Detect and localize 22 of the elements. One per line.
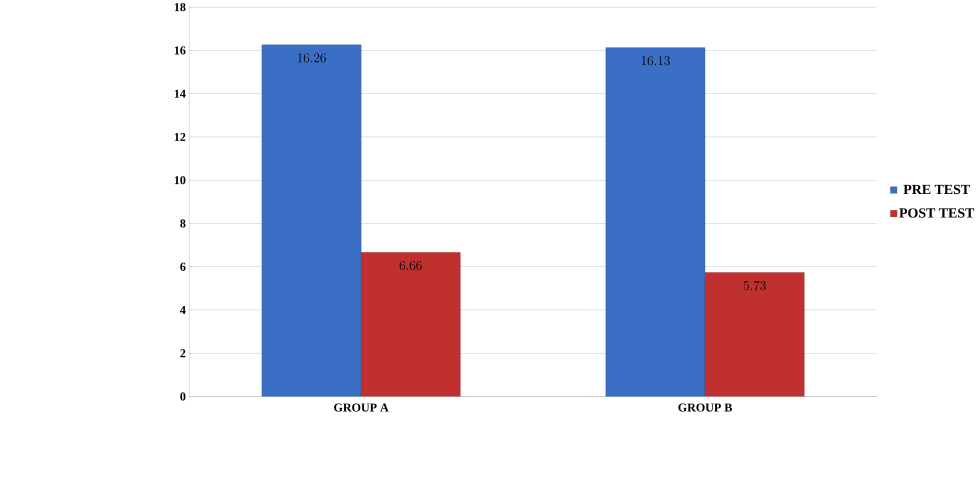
legend-label: PRE TEST [904,184,970,194]
y-tick-label: 14 [174,90,186,98]
y-tick-label: 6 [180,262,186,271]
data-label: 16.26 [298,54,326,63]
legend-label: POST TEST [899,208,974,218]
bar [360,252,461,397]
y-tick-label: 18 [174,3,186,12]
y-tick-label: 8 [180,220,186,228]
x-tick-label: GROUP A [334,404,389,412]
y-tick-label: 2 [180,349,186,358]
data-label: 6.66 [400,261,422,270]
y-tick-label: 12 [174,133,186,142]
data-label: 5.73 [744,281,766,290]
bar [262,44,362,397]
data-label: 16. 13 [642,56,670,66]
x-tick-label: GROUP B [678,404,732,412]
y-tick-label: 16 [174,46,186,55]
y-tick-label: 10 [174,176,186,184]
bar [606,48,706,397]
bar [704,272,804,397]
y-tick-label: 0 [180,392,186,401]
y-tick-label: 4 [180,306,186,314]
